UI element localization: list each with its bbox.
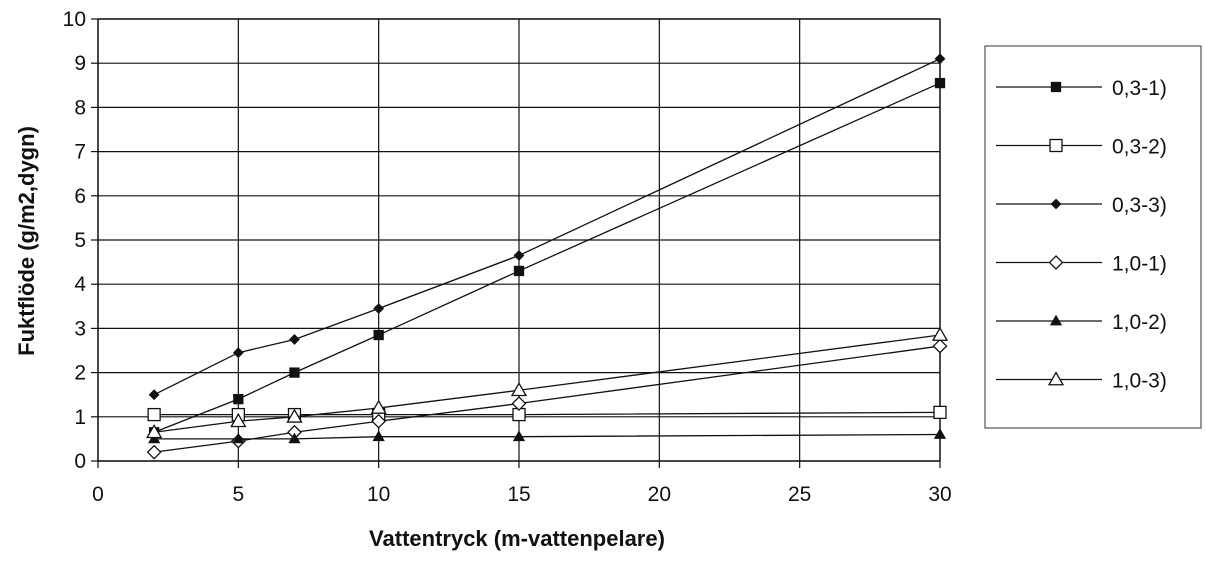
data-point — [934, 77, 946, 89]
data-point — [146, 423, 163, 439]
y-axis-ticks: 0 1 2 3 4 5 6 7 8 9 10 — [63, 8, 87, 473]
data-point — [148, 389, 160, 401]
series-line — [154, 411, 941, 416]
y-tick-label: 1 — [74, 406, 86, 429]
data-point — [232, 347, 244, 359]
data-point — [933, 405, 947, 420]
legend-entry: 0,3-1) — [996, 77, 1167, 100]
data-point — [288, 432, 301, 444]
legend-marker — [1048, 255, 1064, 270]
legend-label: 1,0-1) — [1112, 253, 1167, 276]
series-5 — [148, 428, 947, 444]
data-point — [233, 393, 244, 405]
legend-entry: 1,0-1) — [996, 253, 1167, 276]
y-tick-label: 5 — [74, 229, 86, 252]
x-axis-title: Vattentryck (m-vattenpelare) — [369, 526, 665, 551]
legend-label: 0,3-3) — [1112, 194, 1167, 217]
data-point — [373, 329, 384, 341]
legend-entry: 1,0-2) — [996, 311, 1167, 334]
series-4 — [146, 338, 948, 460]
plot-frame — [97, 18, 941, 462]
legend-marker — [1047, 371, 1065, 386]
y-axis-title: Fuktflöde (g/m2,dygn) — [14, 126, 39, 356]
data-point — [513, 250, 525, 261]
data-point — [931, 326, 949, 341]
data-point — [289, 334, 300, 345]
x-tick-label: 15 — [507, 483, 530, 506]
data-point — [371, 413, 387, 429]
x-tick-label: 30 — [928, 483, 951, 506]
data-point — [933, 428, 947, 439]
x-axis-ticks: 0 5 10 15 20 25 30 — [92, 483, 952, 506]
data-point — [934, 53, 946, 65]
series-line — [153, 58, 941, 396]
series-line — [154, 334, 941, 433]
data-point — [511, 396, 527, 411]
y-tick-label: 10 — [63, 8, 86, 31]
x-tick-label: 25 — [788, 483, 811, 506]
series-line — [154, 433, 941, 440]
data-point — [512, 430, 526, 442]
data-point — [372, 430, 385, 442]
y-tick-label: 0 — [74, 450, 86, 473]
data-point — [230, 412, 247, 428]
y-tick-label: 7 — [74, 141, 86, 164]
legend-label: 1,0-3) — [1112, 370, 1167, 393]
data-point — [148, 432, 161, 444]
y-tick-label: 3 — [74, 317, 86, 340]
x-tick-label: 0 — [92, 483, 104, 506]
data-point — [932, 338, 948, 354]
series-layer — [146, 53, 949, 460]
series-6 — [146, 326, 949, 439]
series-line — [153, 82, 941, 433]
data-point — [289, 367, 300, 378]
data-point — [373, 303, 385, 314]
legend-marker — [1050, 198, 1062, 210]
legend-label: 1,0-2) — [1112, 311, 1167, 334]
data-point — [286, 408, 303, 423]
x-tick-label: 10 — [367, 483, 390, 506]
y-tick-label: 8 — [74, 96, 86, 119]
legend-label: 0,3-1) — [1112, 77, 1167, 100]
legend-marker — [1050, 81, 1062, 93]
legend-entry: 1,0-3) — [996, 370, 1167, 393]
y-tick-label: 9 — [74, 52, 86, 75]
series-1 — [148, 77, 946, 438]
data-point — [510, 381, 528, 397]
data-point — [370, 399, 387, 414]
legend-marker — [1049, 314, 1063, 326]
y-tick-label: 6 — [74, 185, 86, 208]
legend: 0,3-1) 0,3-2) 0,3-3) 1,0-1) 1,0-2) 1,0-3) — [984, 45, 1202, 429]
series-3 — [148, 53, 946, 401]
data-point — [513, 265, 525, 277]
x-tick-label: 20 — [648, 483, 671, 506]
legend-label: 0,3-2) — [1112, 136, 1167, 159]
data-point — [146, 444, 162, 460]
legend-box — [984, 45, 1202, 429]
x-tick-label: 5 — [232, 483, 244, 506]
legend-entry: 0,3-2) — [996, 136, 1167, 159]
y-tick-label: 4 — [74, 273, 86, 296]
legend-marker — [1049, 138, 1063, 153]
data-point — [232, 432, 245, 444]
series-line — [154, 345, 941, 453]
data-point — [147, 407, 161, 422]
y-tick-label: 2 — [74, 362, 86, 385]
legend-entry: 0,3-3) — [996, 194, 1167, 217]
